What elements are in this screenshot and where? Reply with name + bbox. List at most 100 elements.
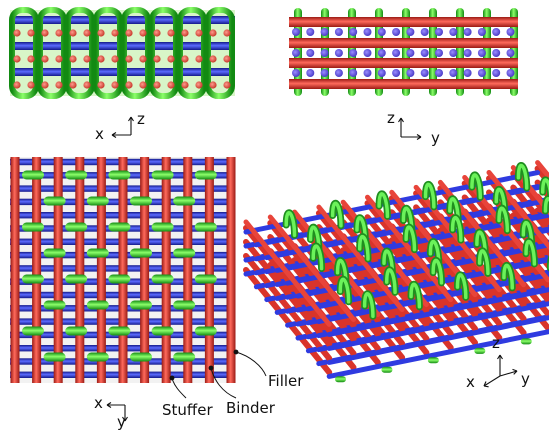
side-y-label: y [431, 129, 440, 147]
side-filler-dot [449, 28, 458, 36]
iso-filler-rod [326, 315, 549, 365]
front-stuffer-dot [125, 55, 133, 63]
iso-binder-arch-highlight [404, 225, 417, 252]
front-binder-loop [205, 7, 235, 99]
top-binder-segment [86, 300, 109, 310]
top-binder-segment [108, 326, 131, 336]
binder-leader [210, 367, 237, 399]
front-stuffer-dot [27, 29, 35, 37]
side-stuffer-row [289, 58, 518, 68]
top-binder-segment [65, 170, 88, 180]
side-binder-stub [429, 8, 437, 96]
side-filler-dot [334, 49, 343, 57]
side-filler-dot [349, 28, 358, 36]
side-filler-dot [306, 28, 315, 36]
front-stuffer-dot [69, 29, 77, 37]
filler-leader [235, 351, 267, 377]
top-stuffer-column [204, 157, 214, 383]
front-x-label: x [95, 125, 104, 143]
iso-binder-arch-highlight [357, 234, 370, 261]
side-z-label: z [387, 109, 395, 127]
side-filler-dot [349, 69, 358, 77]
front-stuffer-dot [181, 55, 189, 63]
top-binder-segment [151, 274, 174, 284]
front-binder-loop [37, 7, 67, 99]
iso-y-label: y [521, 370, 530, 388]
top-binder-segment [86, 352, 109, 362]
front-stuffer-dot [223, 81, 231, 89]
iso-binder-arch-highlight [502, 263, 514, 290]
iso-binder-arch-highlight [377, 192, 390, 219]
top-binder-segment [130, 300, 152, 310]
side-filler-dot [492, 49, 501, 57]
top-y-label: y [117, 413, 126, 431]
iso-top-stuffer-rod [316, 204, 405, 313]
top-binder-segment [151, 170, 174, 180]
side-filler-dot [435, 49, 443, 57]
iso-filler-rod [274, 212, 549, 273]
side-filler-dot [477, 49, 486, 57]
side-filler-dot [334, 69, 343, 77]
front-stuffer-dot [41, 29, 49, 37]
side-filler-dot [392, 28, 401, 36]
iso-binder-arch-highlight [384, 268, 397, 295]
stuffer-label: Stuffer [162, 401, 213, 419]
top-binder-segment [194, 274, 217, 284]
top-stuffer-column [10, 157, 20, 383]
top-binder-segment [22, 274, 44, 284]
side-filler-dot [292, 28, 300, 36]
front-stuffer-dot [125, 81, 133, 89]
front-stuffer-dot [83, 81, 91, 89]
front-stuffer-dot [55, 55, 63, 63]
side-filler-dot [334, 28, 343, 36]
iso-filler-rod [305, 257, 549, 312]
front-stuffer-dot [55, 29, 63, 37]
side-filler-dot [377, 49, 386, 57]
top-binder-segment [86, 196, 109, 206]
top-binder-segment [151, 222, 174, 232]
side-stuffer-row [289, 79, 518, 89]
side-view [289, 8, 518, 96]
front-stuffer-dot [153, 81, 161, 89]
side-filler-dot [506, 49, 515, 57]
top-binder-segment [65, 222, 88, 232]
side-filler-dot [363, 69, 372, 77]
side-filler-dot [420, 49, 429, 57]
side-filler-dot [306, 49, 315, 57]
iso-binder-stub [335, 376, 346, 383]
front-stuffer-dot [55, 81, 63, 89]
iso-filler-rod [326, 301, 549, 351]
iso-binder-arch-highlight [423, 182, 436, 209]
iso-binder-arch-highlight [330, 201, 343, 228]
iso-binder-arch-highlight [540, 178, 549, 197]
side-filler-dot [449, 69, 458, 77]
top-binder-segment [43, 352, 66, 362]
front-stuffer-dot [27, 55, 35, 63]
top-binder-segment [65, 274, 88, 284]
front-stuffer-dot [13, 55, 21, 63]
iso-x-label: x [466, 373, 475, 391]
front-stuffer-dot [139, 55, 147, 63]
side-filler-dot [420, 69, 429, 77]
front-view [9, 7, 235, 99]
side-filler-dot [406, 69, 415, 77]
iso-binder-arch-highlight [516, 163, 529, 190]
top-binder-segment [194, 170, 217, 180]
top-binder-segment [43, 248, 66, 258]
side-stuffer-row [289, 17, 518, 27]
iso-binder-arch-highlight [284, 211, 297, 237]
top-stuffer-column [161, 157, 171, 383]
front-stuffer-dot [27, 81, 35, 89]
side-filler-dot [406, 28, 415, 36]
top-stuffer-column [32, 157, 42, 383]
top-binder-segment [151, 326, 174, 336]
front-stuffer-dot [41, 55, 49, 63]
front-stuffer-dot [209, 81, 217, 89]
front-stuffer-dot [111, 55, 119, 63]
iso-view [243, 160, 549, 383]
top-stuffer-column [226, 157, 236, 383]
side-filler-dot [463, 28, 472, 36]
front-stuffer-dot [41, 81, 49, 89]
side-filler-dot [377, 69, 386, 77]
